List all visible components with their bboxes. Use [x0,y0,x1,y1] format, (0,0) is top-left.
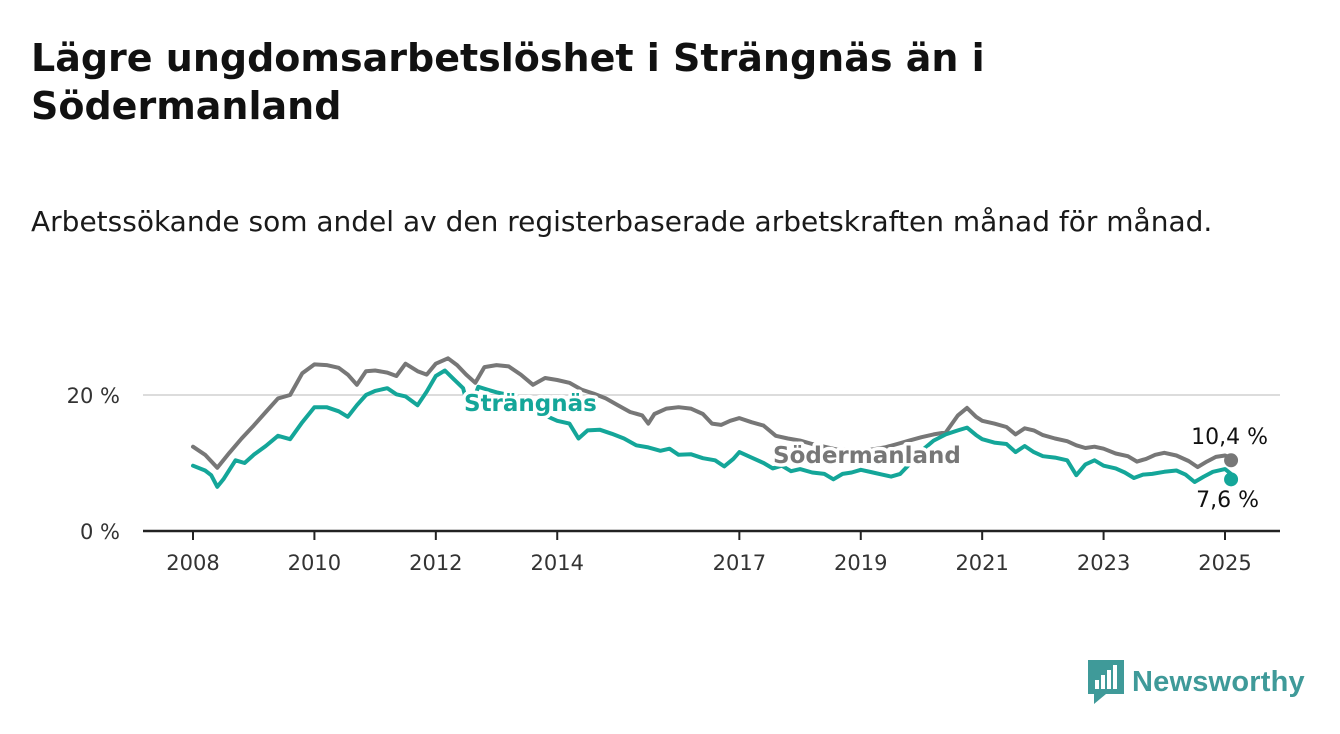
chart-subtitle: Arbetssökande som andel av den registerb… [31,205,1213,238]
end-marker-strangnas [1224,472,1239,487]
x-tick-label: 2010 [288,551,341,575]
x-tick-label: 2025 [1198,551,1251,575]
x-tick-label: 2023 [1077,551,1130,575]
series-line-sodermanland [191,356,1234,470]
series-line-strangnas [191,368,1234,489]
series-labels: Södermanland 10,4 % Strängnäs 7,6 % [461,388,1272,517]
y-tick-label: 0 % [80,520,120,544]
end-value-label-sodermanland: 10,4 % [1191,425,1268,450]
axes: 0 % 20 % 2008 2010 2012 2014 2017 2019 2021 2023 2… [67,384,1280,575]
newsworthy-logo: Newsworthy [1088,660,1305,704]
x-tick-label: 2021 [955,551,1008,575]
series-label-sodermanland: Södermanland [773,443,961,469]
x-tick-label: 2008 [166,551,219,575]
x-tick-label: 2019 [834,551,887,575]
end-value-label-strangnas: 7,6 % [1196,488,1259,513]
series-label-strangnas: Strängnäs [464,391,597,417]
series-lines [191,356,1239,489]
end-marker-sodermanland [1224,453,1239,468]
x-tick-label: 2014 [531,551,584,575]
chart-title: Lägre ungdomsarbetslöshet i Strängnäs än… [31,36,985,128]
x-tick-label: 2017 [713,551,766,575]
x-tick-label: 2012 [409,551,462,575]
newsworthy-chart-bubble-icon [1088,660,1124,704]
y-tick-label: 20 % [67,384,120,408]
brand-name: Newsworthy [1132,665,1305,698]
